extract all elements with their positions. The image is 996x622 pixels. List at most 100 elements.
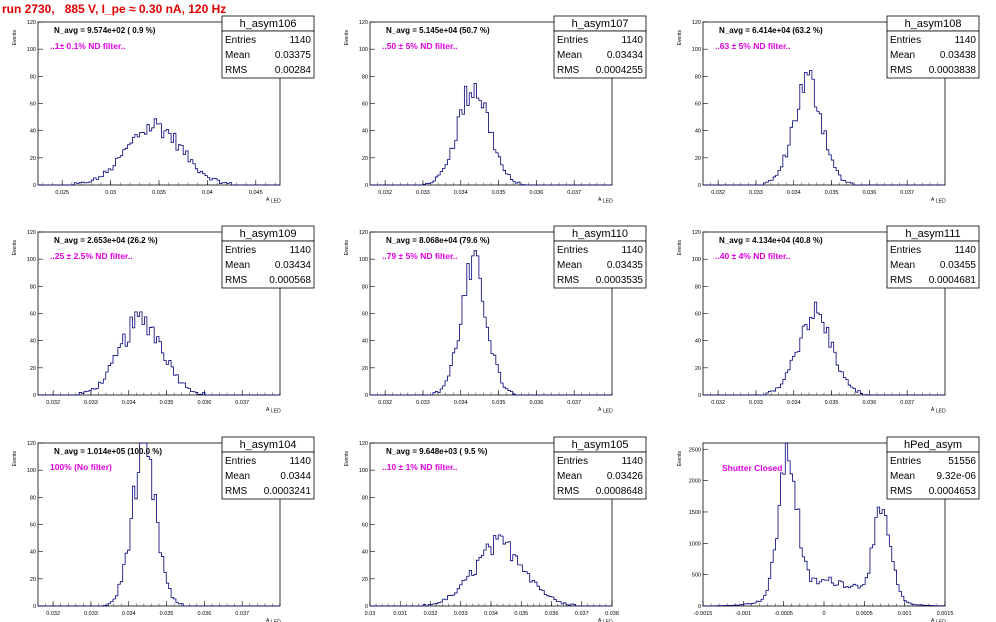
- stats-value: 0.0004681: [929, 275, 977, 286]
- x-tick-label: 0.036: [529, 400, 543, 406]
- y-tick-label: 100: [27, 257, 36, 263]
- x-tick-label: 0.035: [825, 190, 839, 196]
- n-avg-label: N_avg = 9.574e+02 ( 0.9 %): [54, 26, 156, 35]
- histogram-line: [38, 311, 280, 396]
- histogram-panel-h_asym105: 0 20 40 60 80 100 120 0.03 0.031 0.032 0.033 0.034 0…: [344, 436, 647, 622]
- stats-value: 9.32e-06: [937, 471, 977, 482]
- stats-label: Entries: [225, 245, 256, 256]
- stats-title: h_asym111: [905, 228, 960, 240]
- y-tick-label: 20: [362, 156, 368, 162]
- x-axis-subscript: LED: [271, 409, 281, 415]
- y-tick-label: 0: [365, 393, 368, 399]
- stats-label: Entries: [225, 456, 256, 467]
- x-tick-label: 0.038: [605, 611, 619, 617]
- histogram-line: [370, 250, 612, 396]
- y-tick-label: 0: [33, 393, 36, 399]
- y-tick-label: 100: [27, 468, 36, 474]
- stats-value: 0.03375: [275, 50, 312, 61]
- y-tick-label: 20: [30, 156, 36, 162]
- x-tick-label: 0.032: [378, 400, 392, 406]
- stats-box: [553, 30, 647, 79]
- stats-value: 0.03434: [275, 260, 312, 271]
- x-tick-label: 0.001: [898, 611, 912, 617]
- stats-value: 0.03434: [607, 50, 644, 61]
- histogram-panel-h_asym110: 0 20 40 60 80 100 120 0.032 0.033 0.034 0.035 0.036…: [344, 225, 647, 415]
- x-tick-label: 0.04: [202, 190, 213, 196]
- stats-value: 0.0344: [280, 471, 311, 482]
- stats-box: [886, 30, 980, 79]
- stats-value: 1140: [289, 245, 311, 256]
- n-avg-label: N_avg = 8.068e+04 (79.6 %): [386, 236, 490, 245]
- stats-value: 0.03435: [607, 260, 644, 271]
- y-axis-title: Events: [344, 451, 350, 467]
- y-tick-label: 20: [695, 366, 701, 372]
- filter-annotation: Shutter Closed: [722, 463, 782, 473]
- stats-value: 51556: [948, 456, 976, 467]
- x-tick-label: 0.045: [249, 190, 263, 196]
- x-tick-label: 0.033: [749, 400, 763, 406]
- y-tick-label: 0: [365, 183, 368, 189]
- filter-annotation: ..10 ± 1% ND filter..: [382, 462, 458, 472]
- x-axis-title: A: [266, 407, 270, 413]
- y-tick-label: 80: [362, 495, 368, 501]
- stats-value: 0.0003838: [929, 65, 977, 76]
- stats-value: 0.0003241: [264, 486, 312, 497]
- y-tick-label: 2500: [689, 447, 701, 453]
- stats-title: h_asym105: [572, 439, 629, 451]
- stats-label: Mean: [557, 260, 582, 271]
- x-tick-label: 0.036: [862, 190, 876, 196]
- y-tick-label: 120: [27, 230, 36, 236]
- x-tick-label: 0.033: [84, 611, 98, 617]
- x-tick-label: 0.033: [416, 190, 430, 196]
- y-tick-label: 20: [362, 577, 368, 583]
- y-tick-label: 120: [359, 20, 368, 26]
- histogram-line: [370, 534, 612, 607]
- y-tick-label: 0: [33, 183, 36, 189]
- stats-title: h_asym107: [572, 18, 629, 30]
- stats-label: Entries: [557, 245, 588, 256]
- x-tick-label: 0.035: [825, 400, 839, 406]
- stats-title: h_asym108: [905, 18, 962, 30]
- y-tick-label: 40: [362, 129, 368, 135]
- y-tick-label: 60: [695, 102, 701, 108]
- x-tick-label: 0.034: [122, 400, 136, 406]
- x-tick-label: 0.036: [197, 611, 211, 617]
- y-tick-label: 40: [30, 339, 36, 345]
- x-tick-label: 0.035: [514, 611, 528, 617]
- histogram-line: [702, 442, 946, 607]
- stats-value: 1140: [289, 456, 311, 467]
- y-tick-label: 80: [362, 284, 368, 290]
- stats-label: Mean: [225, 260, 250, 271]
- x-axis-title: A: [266, 197, 270, 203]
- stats-box: [221, 240, 315, 289]
- stats-box: [553, 240, 647, 289]
- histogram-panel-h_asym106: 0 20 40 60 80 100 120 0.025 0.03 0.035 0.04 0.045 Ev…: [12, 15, 315, 205]
- x-tick-label: 0.037: [567, 190, 581, 196]
- y-tick-label: 0: [698, 393, 701, 399]
- x-tick-label: 0.035: [152, 190, 166, 196]
- y-tick-label: 100: [359, 47, 368, 53]
- x-axis-subscript: LED: [271, 199, 281, 205]
- y-tick-label: 60: [30, 102, 36, 108]
- y-tick-label: 80: [362, 74, 368, 80]
- x-tick-label: 0.037: [900, 400, 914, 406]
- histogram-panel-hPed_asym: 0 500 1000 1500 2000 2500 -0.0015 -0.001 -0.0005…: [677, 436, 980, 622]
- x-tick-label: 0.035: [492, 190, 506, 196]
- filter-annotation: 100% (No filter): [50, 462, 112, 472]
- y-tick-label: 60: [30, 523, 36, 529]
- x-axis-subscript: LED: [936, 620, 946, 622]
- x-axis-subscript: LED: [936, 409, 946, 415]
- y-axis-title: Events: [677, 451, 683, 467]
- x-tick-label: 0.033: [749, 190, 763, 196]
- x-tick-label: 0.034: [454, 400, 468, 406]
- y-tick-label: 100: [692, 257, 701, 263]
- x-axis-subscript: LED: [603, 409, 613, 415]
- stats-label: Mean: [557, 471, 582, 482]
- stats-value: 0.00284: [275, 65, 312, 76]
- y-tick-label: 0: [33, 604, 36, 610]
- n-avg-label: N_avg = 9.648e+03 ( 9.5 %): [386, 447, 488, 456]
- y-tick-label: 1000: [689, 541, 701, 547]
- stats-label: RMS: [557, 65, 580, 76]
- histogram-panel-h_asym111: 0 20 40 60 80 100 120 0.032 0.033 0.034 0.035 0.036…: [677, 225, 980, 415]
